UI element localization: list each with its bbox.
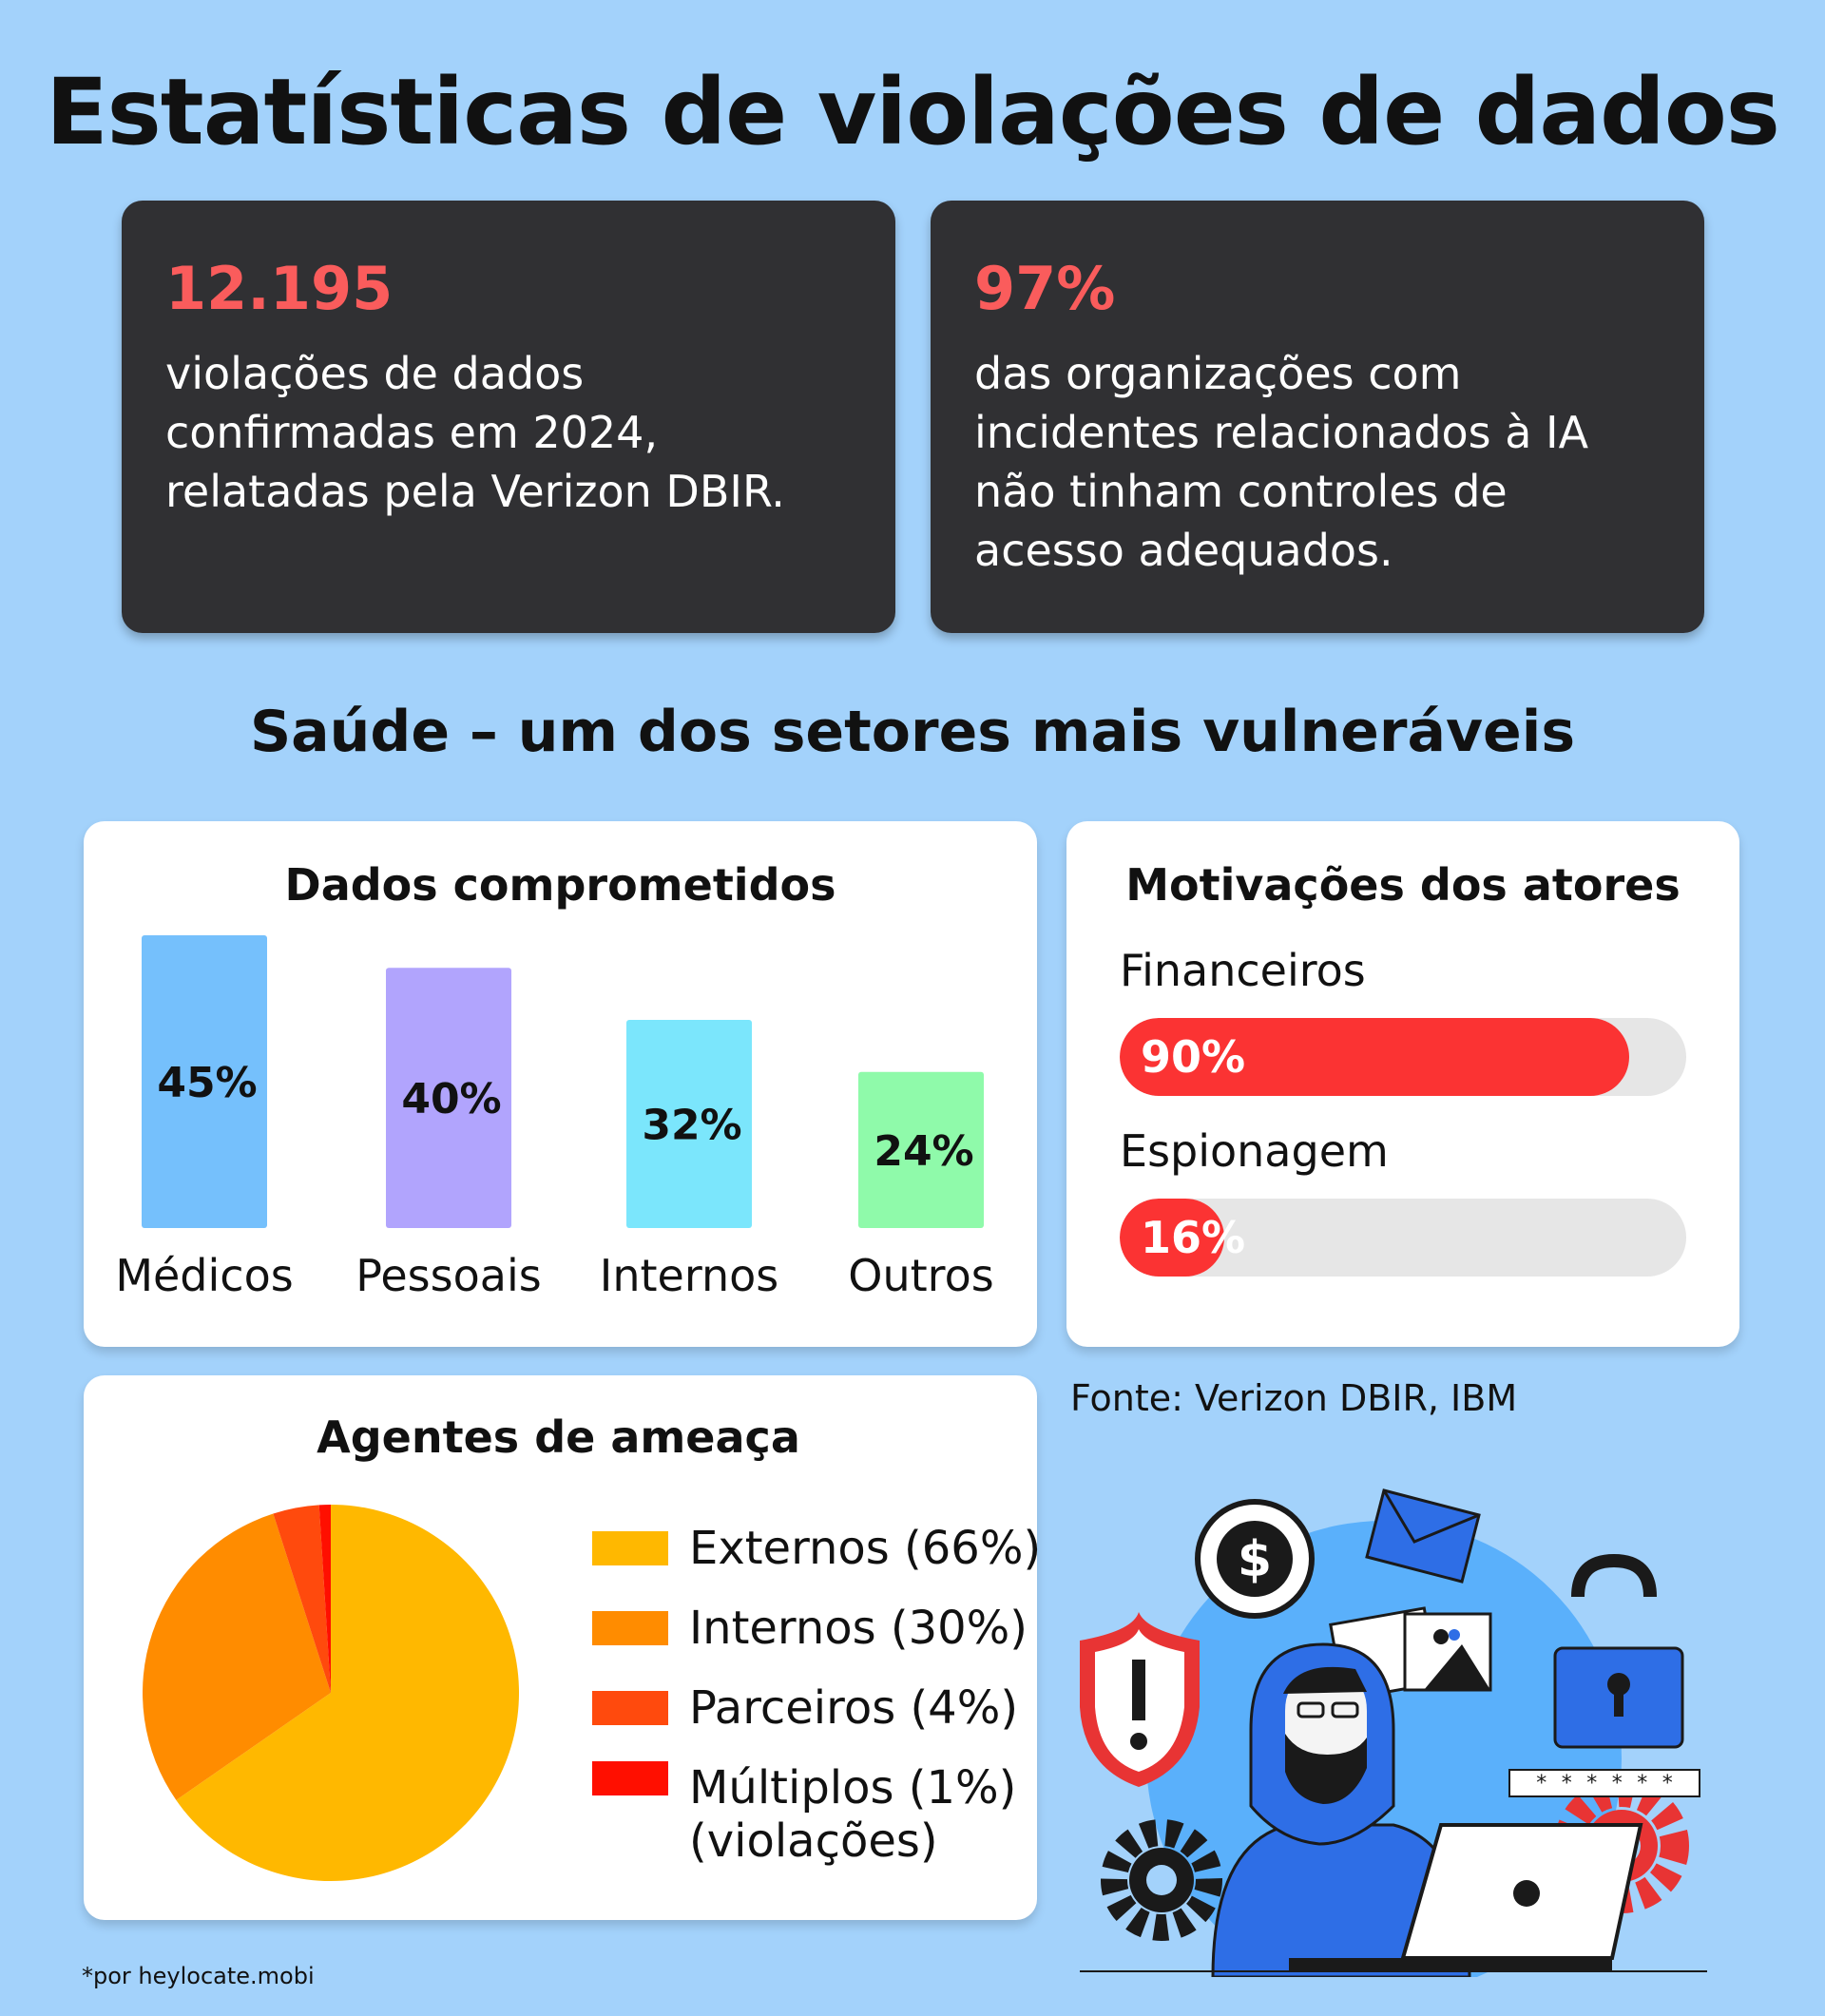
envelope-icon	[1365, 1488, 1481, 1584]
threat-agents-pie	[142, 1505, 519, 1881]
motive-fill-financial: 90%	[1120, 1018, 1630, 1096]
threat-agents-panel: Agentes de ameaça Externos (66%) Interno…	[84, 1375, 1041, 1920]
compromised-data-chart: 45% Médicos 40% Pessoais 32% Internos 24% Outro…	[115, 935, 994, 1301]
bar-value-label: 40%	[401, 1075, 501, 1123]
stat-value: 97%	[974, 254, 1116, 323]
legend-label: Internos (30%)	[689, 1602, 1028, 1655]
bar-1	[386, 968, 511, 1228]
motive-track-financial: 90%	[1120, 1018, 1686, 1096]
bar-value-label: 24%	[874, 1127, 973, 1176]
laptop-icon	[1289, 1823, 1643, 1971]
password-mask: * * * * * *	[1535, 1772, 1674, 1795]
warning-shield-icon	[1080, 1612, 1200, 1787]
password-field-icon: * * * * * *	[1508, 1769, 1700, 1797]
source-note: Fonte: Verizon DBIR, IBM	[1070, 1377, 1518, 1419]
legend-swatch	[592, 1691, 668, 1725]
motive-label-financial: Financeiros	[1120, 945, 1366, 996]
motivations-title: Motivações dos atores	[1125, 859, 1681, 911]
legend-swatch	[592, 1611, 668, 1645]
svg-text:$: $	[1238, 1531, 1272, 1588]
bar-2	[626, 1019, 752, 1228]
credit-note: *por heylocate.mobi	[82, 1963, 315, 1989]
page-title: Estatísticas de violações de dados	[46, 59, 1780, 165]
unlocked-padlock-icon	[1553, 1553, 1684, 1749]
pie-slice-0	[176, 1505, 519, 1881]
section-title: Saúde – um dos setores mais vulneráveis	[249, 699, 1576, 765]
stat-description: das organizações com incidentes relacion…	[974, 348, 1589, 576]
legend-label: Parceiros (4%)	[689, 1681, 1019, 1735]
bar-value-label: 32%	[642, 1101, 741, 1149]
compromised-data-title: Dados comprometidos	[284, 859, 836, 911]
pie-slice-3	[318, 1505, 331, 1693]
gear-icon	[1101, 1819, 1222, 1941]
motivations-panel: Motivações dos atores Financeiros 90% Es…	[1066, 821, 1739, 1347]
bar-0	[142, 935, 267, 1228]
threat-agents-title: Agentes de ameaça	[317, 1411, 800, 1463]
bar-3	[858, 1071, 984, 1228]
bar-category-label: Outros	[848, 1250, 993, 1301]
stat-card-ai-incidents: 97% das organizações com incidentes rela…	[931, 201, 1704, 633]
legend-label: Múltiplos (1%)	[689, 1761, 1017, 1814]
motive-track-espionage: 16%	[1120, 1199, 1686, 1277]
motive-value-financial: 90%	[1141, 1031, 1246, 1083]
stat-value: 12.195	[165, 254, 394, 323]
motive-label-espionage: Espionagem	[1120, 1125, 1389, 1177]
bar-category-label: Pessoais	[355, 1250, 541, 1301]
bar-category-label: Médicos	[115, 1250, 293, 1301]
compromised-data-panel: Dados comprometidos 45% Médicos 40% Pessoai…	[84, 821, 1037, 1347]
dollar-icon: $	[1195, 1499, 1315, 1619]
pie-slice-2	[273, 1505, 331, 1693]
stat-card-breaches: 12.195 violações de dados confirmadas em…	[122, 201, 895, 633]
hacker-figure	[1211, 1642, 1471, 1977]
pie-slice-1	[142, 1513, 331, 1800]
legend-swatch	[592, 1531, 668, 1565]
motive-value-espionage: 16%	[1141, 1212, 1246, 1263]
legend-suffix: (violações)	[689, 1814, 938, 1868]
motive-fill-espionage: 16%	[1120, 1199, 1245, 1277]
bar-value-label: 45%	[157, 1059, 257, 1107]
hacker-illustration: $ * * * * * *	[1080, 1488, 1707, 1977]
legend-swatch	[592, 1761, 668, 1795]
legend-label: Externos (66%)	[689, 1522, 1042, 1575]
stat-description: violações de dados confirmadas em 2024, …	[165, 348, 785, 517]
bar-category-label: Internos	[600, 1250, 778, 1301]
